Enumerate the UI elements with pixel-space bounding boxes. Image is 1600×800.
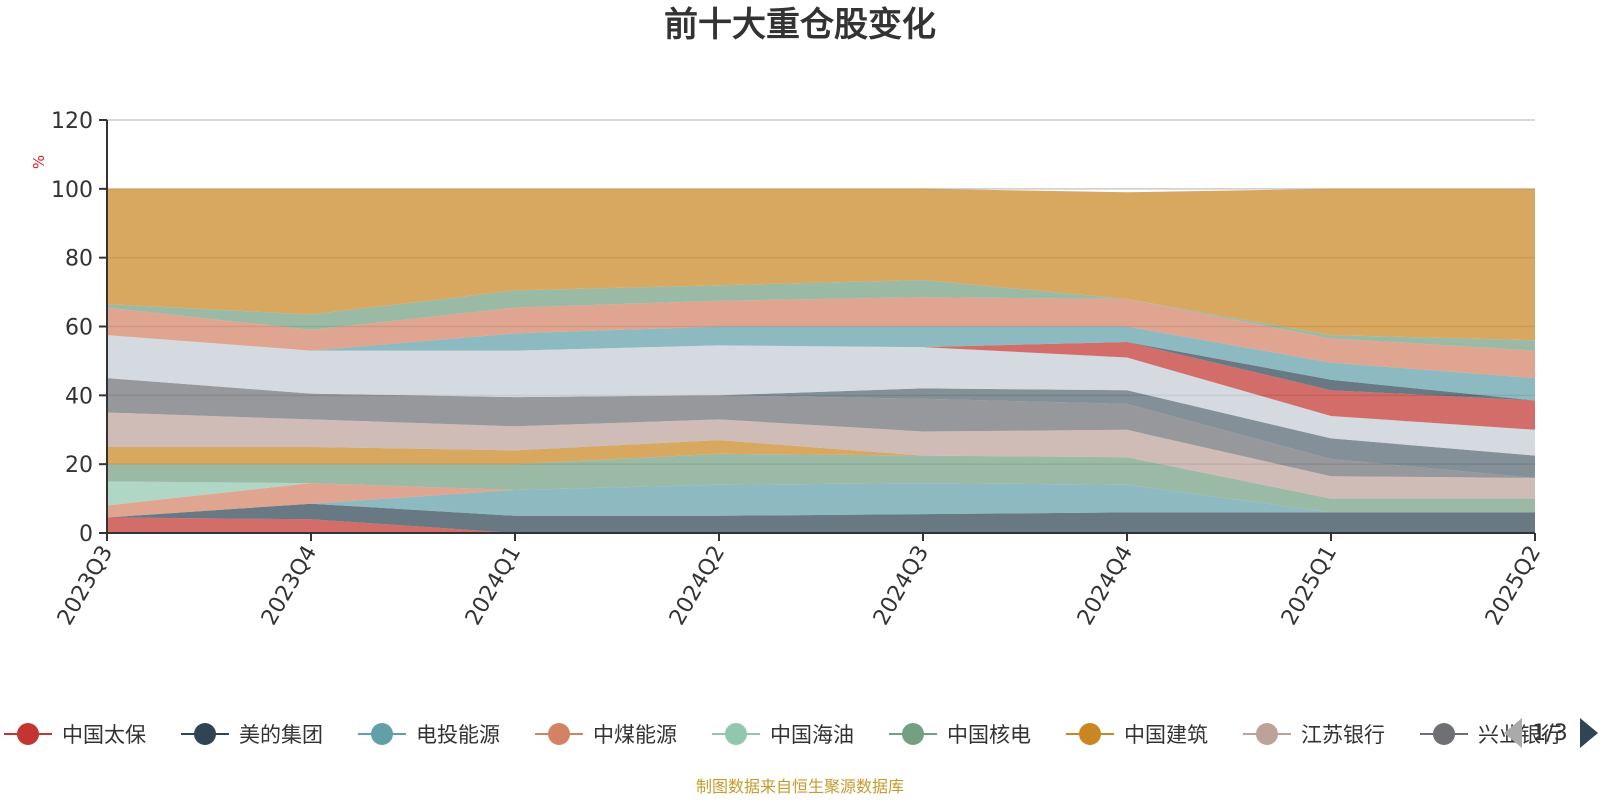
y-axis-unit: % [30,155,48,169]
legend-label: 电投能源 [416,723,500,747]
legend-marker-icon [1256,723,1278,745]
area-series [107,481,1535,513]
area-series [107,378,1535,478]
x-tick-label: 2024Q2 [665,542,730,630]
legend-item[interactable]: 中国太保 [4,723,146,747]
y-tick-label: 120 [51,109,93,134]
legend-next-icon[interactable] [1580,718,1598,748]
legend-item[interactable]: 江苏银行 [1243,723,1385,747]
legend-label: 中国建筑 [1124,723,1208,747]
legend-item[interactable]: 中国海油 [712,723,854,747]
area-series [107,483,1535,518]
data-source-note: 制图数据来自恒生聚源数据库 [696,777,904,796]
x-tick-label: 2025Q2 [1481,542,1546,630]
legend-marker-icon [1079,723,1101,745]
legend-pager: 1/3 [1504,718,1598,748]
x-tick-label: 2023Q4 [257,542,322,630]
x-tick-label: 2023Q3 [53,542,118,630]
legend: 中国太保美的集团电投能源中煤能源中国海油中国核电中国建筑江苏银行兴业银行 [4,723,1562,747]
legend-marker-icon [371,723,393,745]
area-series [107,326,1535,401]
area-series [107,412,1535,499]
y-tick-label: 20 [65,453,93,478]
legend-item[interactable]: 中国建筑 [1066,723,1208,747]
x-tick-label: 2024Q4 [1073,542,1138,630]
area-series [107,280,1535,351]
area-series [107,335,1535,401]
legend-label: 江苏银行 [1301,723,1385,747]
chart-title: 前十大重仓股变化 [664,5,936,45]
legend-marker-icon [1433,723,1455,745]
legend-marker-icon [548,723,570,745]
legend-label: 美的集团 [239,723,323,747]
y-tick-label: 80 [65,247,93,272]
x-tick-label: 2024Q3 [869,542,934,630]
y-tick-label: 40 [65,384,93,409]
area-series [107,440,1535,499]
area-series [107,517,1535,533]
x-tick-label: 2024Q1 [461,542,526,630]
area-series [107,188,1535,341]
area-series [107,503,1535,533]
legend-page-indicator: 1/3 [1532,721,1567,746]
legend-marker-icon [17,723,39,745]
area-series [107,483,1535,518]
area-series [107,335,1535,430]
legend-label: 中国核电 [947,723,1031,747]
area-series [107,453,1535,513]
legend-marker-icon [194,723,216,745]
y-tick-label: 0 [79,522,93,547]
area-series [107,378,1535,478]
legend-label: 中国海油 [770,723,854,747]
legend-item[interactable]: 中煤能源 [535,723,677,747]
legend-marker-icon [725,723,747,745]
y-tick-label: 60 [65,316,93,341]
legend-item[interactable]: 美的集团 [181,723,323,747]
y-tick-label: 100 [51,178,93,203]
legend-prev-icon[interactable] [1504,718,1522,748]
legend-label: 中国太保 [62,723,146,747]
legend-item[interactable]: 电投能源 [358,723,500,747]
area-series [107,297,1535,379]
stacked-areas [107,188,1535,533]
legend-marker-icon [902,723,924,745]
x-tick-label: 2025Q1 [1277,542,1342,630]
legend-label: 中煤能源 [593,723,677,747]
legend-item[interactable]: 中国核电 [889,723,1031,747]
area-series [107,335,1535,456]
